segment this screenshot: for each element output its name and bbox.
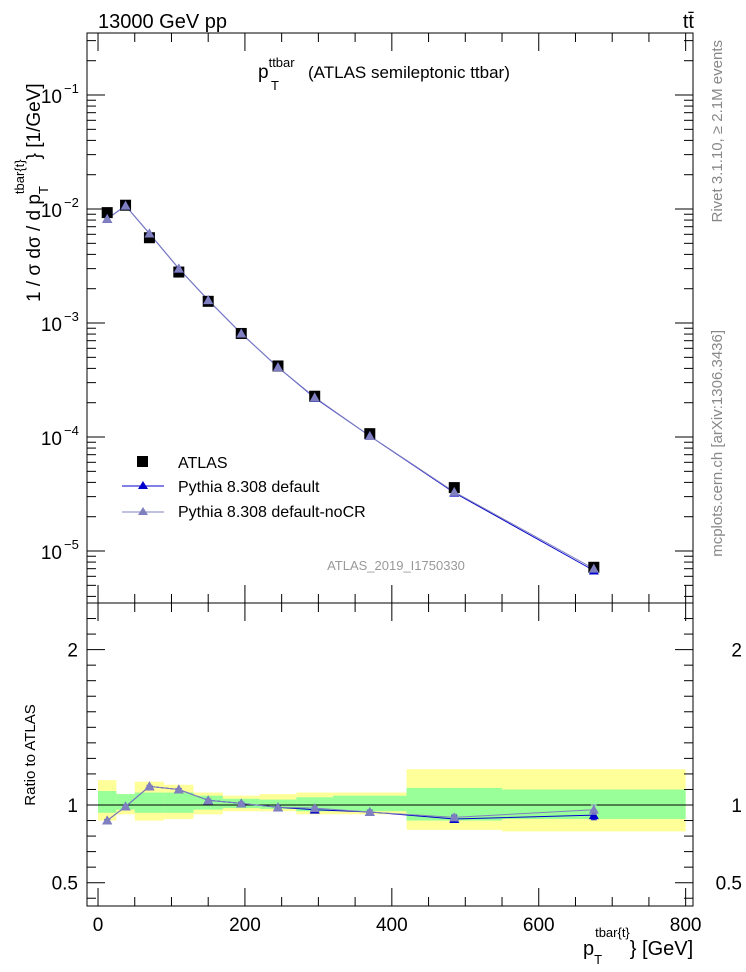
nocr-data-point xyxy=(144,228,155,238)
nocr-data-point xyxy=(102,213,113,223)
main-marks xyxy=(101,199,600,575)
x-tick-label: 0 xyxy=(93,915,104,936)
ratio-frame xyxy=(86,602,694,907)
nocr-data-point xyxy=(364,431,375,441)
watermark: ATLAS_2019_I1750330 xyxy=(327,558,465,573)
ylabel-sup: tbar{t} xyxy=(12,159,27,194)
nocr-data-point xyxy=(588,563,599,573)
y-tick-label: 10 xyxy=(41,315,62,336)
nocr-data-point xyxy=(203,295,214,305)
ratio-nocr-point xyxy=(173,784,184,794)
x-tick-label: 200 xyxy=(229,915,261,936)
xlabel-tail: } [GeV] xyxy=(630,938,693,960)
ratio-nocr-point xyxy=(272,802,283,812)
legend-marker-default xyxy=(138,481,148,489)
nocr-data-point xyxy=(120,200,131,210)
legend-marker-nocr xyxy=(138,507,148,515)
main-panel: 10−510−410−310−210−1 pttbar T (ATLAS semi… xyxy=(12,32,694,604)
ratio-y-tick-label-left: 1 xyxy=(67,796,78,817)
ylabel-tail: } [1/GeV] xyxy=(24,83,45,159)
ratio-y-tick-label-right: 1 xyxy=(731,796,742,817)
xlabel-sub: T xyxy=(594,952,602,967)
ratio-y-tick-label-left: 0.5 xyxy=(52,874,78,895)
chart-title-var: pttbar T xyxy=(258,55,295,93)
y-tick-exponent: −4 xyxy=(64,423,79,438)
y-tick-label: 10 xyxy=(41,429,62,450)
uncertainty-band-green xyxy=(98,791,117,813)
ratio-nocr-point xyxy=(588,804,599,814)
uncertainty-band-green xyxy=(333,795,407,812)
ratio-axes: 0.5 0.5 1 1 2 2 0 200 400 600 800 xyxy=(52,602,742,936)
y-tick-mantissa: 10 xyxy=(41,315,62,336)
y-tick-mantissa: 10 xyxy=(41,87,62,108)
ratio-nocr-point xyxy=(203,795,214,805)
legend-label-default: Pythia 8.308 default xyxy=(178,479,320,496)
ratio-y-tick-label-left: 2 xyxy=(67,641,78,662)
mcplots-label: mcplots.cern.ch [arXiv:1306.3436] xyxy=(709,330,726,557)
atlas-data-point xyxy=(101,207,113,219)
y-tick-exponent: −3 xyxy=(64,309,79,324)
ratio-y-tick-label-right: 0.5 xyxy=(716,874,742,895)
ratio-nocr-point xyxy=(309,803,320,813)
uncertainty-band-green xyxy=(164,792,194,813)
nocr-data-point xyxy=(236,328,247,338)
legend-label-atlas: ATLAS xyxy=(178,455,228,472)
y-tick-exponent: −2 xyxy=(64,195,79,210)
y-tick-mantissa: 10 xyxy=(41,201,62,222)
x-axis-label: pTtbar{t}} [GeV] xyxy=(583,925,693,967)
ratio-nocr-point xyxy=(236,798,247,808)
legend-label-nocr: Pythia 8.308 default-noCR xyxy=(178,504,366,521)
ratio-nocr-point xyxy=(449,812,460,822)
ratio-y-tick-label-right: 2 xyxy=(731,641,742,662)
ratio-nocr-point xyxy=(364,806,375,816)
ratio-nocr-point xyxy=(144,781,155,791)
legend-marker-atlas xyxy=(137,456,148,467)
header-right: tt̄ xyxy=(683,11,695,33)
ylabel-sub: T xyxy=(36,186,51,194)
nocr-data-point xyxy=(309,392,320,402)
y-tick-mantissa: 10 xyxy=(41,543,62,564)
ratio-panel: 0.5 0.5 1 1 2 2 0 200 400 600 800 Ratio to ATLAS p… xyxy=(22,602,742,967)
chart-title: (ATLAS semileptonic ttbar) xyxy=(308,63,510,82)
y-tick-exponent: −1 xyxy=(64,81,79,96)
ratio-nocr-point xyxy=(120,801,131,811)
ratio-marks xyxy=(102,781,599,825)
ratio-ylabel: Ratio to ATLAS xyxy=(22,704,39,805)
ylabel-text: 1 / σ dσ / d p xyxy=(24,194,45,302)
title-var-sub: T xyxy=(271,78,279,93)
y-tick-exponent: −5 xyxy=(64,537,79,552)
title-var-sup: ttbar xyxy=(269,55,296,70)
xlabel-base: p xyxy=(583,938,594,960)
x-tick-label: 400 xyxy=(376,915,408,936)
uncertainty-band-green xyxy=(134,792,165,813)
nocr-data-point xyxy=(272,362,283,372)
nocr-data-point xyxy=(449,486,460,496)
ratio-nocr-point xyxy=(102,815,113,825)
header-left: 13000 GeV pp xyxy=(98,11,227,33)
main-ylabel: 1 / σ dσ / d pTtbar{t}} [1/GeV] xyxy=(12,83,51,302)
x-tick-label: 800 xyxy=(670,915,702,936)
title-var-base: p xyxy=(258,62,269,83)
legend: ATLAS Pythia 8.308 default Pythia 8.308 … xyxy=(122,455,366,521)
nocr-data-point xyxy=(173,263,184,273)
y-tick-mantissa: 10 xyxy=(41,429,62,450)
x-tick-label: 600 xyxy=(523,915,555,936)
y-tick-label: 10 xyxy=(41,201,62,222)
xlabel-sup: tbar{t} xyxy=(595,925,630,940)
y-tick-label: 10 xyxy=(41,87,62,108)
atlas-data-point xyxy=(143,232,155,244)
ratio-bands xyxy=(87,769,693,832)
rivet-label: Rivet 3.1.10, ≥ 2.1M events xyxy=(709,40,726,223)
main-axes: 10−510−410−310−210−1 xyxy=(41,33,693,603)
y-tick-label: 10 xyxy=(41,543,62,564)
